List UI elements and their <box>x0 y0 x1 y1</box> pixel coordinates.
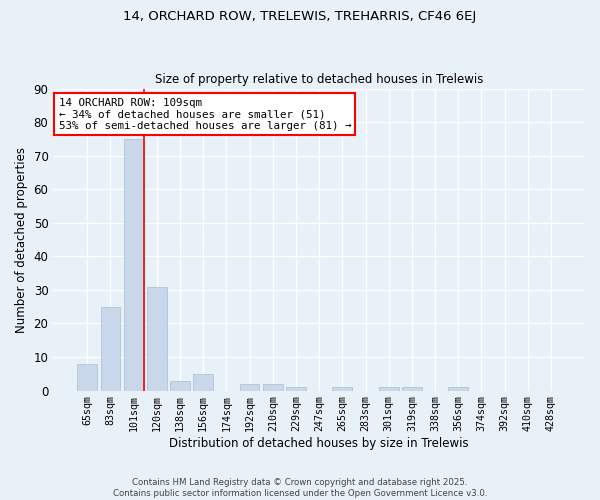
Bar <box>170 380 190 390</box>
Bar <box>240 384 259 390</box>
Text: 14, ORCHARD ROW, TRELEWIS, TREHARRIS, CF46 6EJ: 14, ORCHARD ROW, TRELEWIS, TREHARRIS, CF… <box>124 10 476 23</box>
Text: Contains HM Land Registry data © Crown copyright and database right 2025.
Contai: Contains HM Land Registry data © Crown c… <box>113 478 487 498</box>
Bar <box>124 139 143 390</box>
Bar <box>286 387 306 390</box>
Bar <box>193 374 213 390</box>
Y-axis label: Number of detached properties: Number of detached properties <box>15 146 28 332</box>
Bar <box>402 387 422 390</box>
Bar <box>101 306 121 390</box>
Bar <box>147 286 167 391</box>
Text: 14 ORCHARD ROW: 109sqm
← 34% of detached houses are smaller (51)
53% of semi-det: 14 ORCHARD ROW: 109sqm ← 34% of detached… <box>59 98 351 131</box>
X-axis label: Distribution of detached houses by size in Trelewis: Distribution of detached houses by size … <box>169 437 469 450</box>
Bar <box>332 387 352 390</box>
Bar <box>77 364 97 390</box>
Bar <box>263 384 283 390</box>
Bar <box>448 387 468 390</box>
Bar <box>379 387 398 390</box>
Title: Size of property relative to detached houses in Trelewis: Size of property relative to detached ho… <box>155 73 484 86</box>
